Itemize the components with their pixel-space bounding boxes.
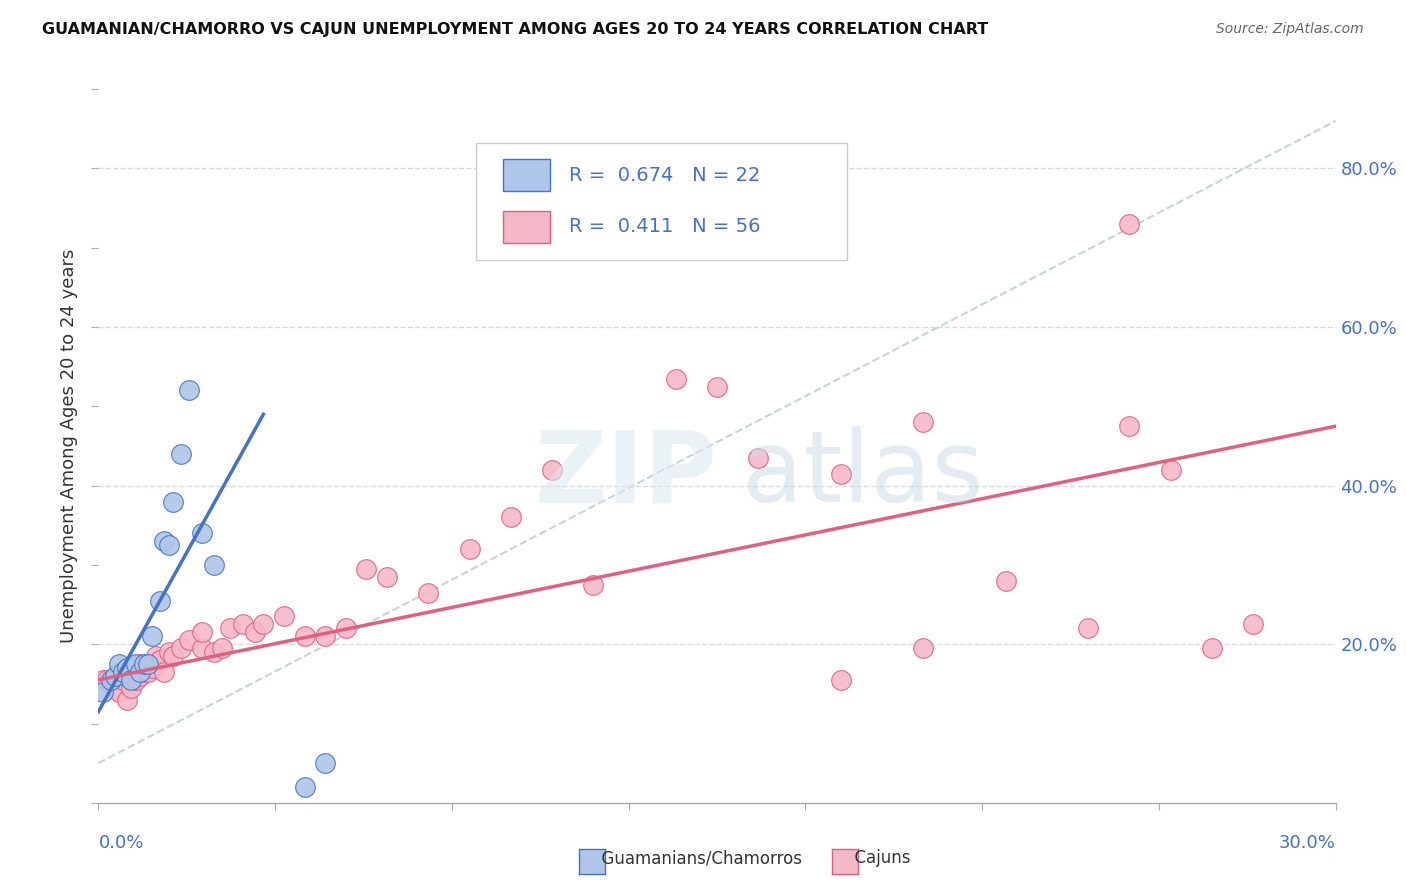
Point [273, 609, 295, 624]
Point [190, 641, 212, 656]
Point [157, 645, 180, 659]
Point [124, 657, 146, 671]
Point [499, 510, 522, 524]
Point [108, 665, 131, 679]
Point [202, 558, 225, 572]
Point [232, 617, 254, 632]
Point [117, 661, 139, 675]
Point [128, 669, 150, 683]
Point [149, 653, 172, 667]
Point [170, 447, 193, 461]
Point [100, 677, 122, 691]
Point [665, 371, 688, 385]
Point [356, 562, 378, 576]
Point [157, 538, 180, 552]
Point [219, 621, 242, 635]
FancyBboxPatch shape [503, 211, 550, 243]
Point [128, 657, 150, 671]
Point [153, 665, 176, 679]
Text: R =  0.674   N = 22: R = 0.674 N = 22 [568, 166, 761, 185]
Point [128, 665, 150, 679]
Point [136, 665, 159, 679]
Point [179, 384, 201, 398]
Point [91, 673, 114, 687]
Point [1077, 621, 1099, 635]
Point [149, 593, 172, 607]
Text: 30.0%: 30.0% [1279, 834, 1336, 852]
Point [1118, 419, 1140, 434]
Point [190, 625, 212, 640]
Point [179, 633, 201, 648]
Point [132, 657, 155, 671]
Point [104, 669, 127, 683]
Point [170, 641, 193, 656]
Point [458, 542, 481, 557]
Point [117, 692, 139, 706]
Point [120, 661, 142, 675]
Point [202, 645, 225, 659]
Point [141, 629, 163, 643]
Point [1160, 463, 1182, 477]
Point [141, 661, 163, 675]
Point [108, 657, 131, 671]
Text: R =  0.411   N = 56: R = 0.411 N = 56 [568, 218, 761, 236]
Point [162, 649, 184, 664]
Point [96, 673, 118, 687]
Point [294, 780, 316, 794]
Point [912, 641, 935, 656]
Text: atlas: atlas [742, 426, 983, 523]
Point [830, 467, 852, 481]
Text: Source: ZipAtlas.com: Source: ZipAtlas.com [1216, 22, 1364, 37]
Point [314, 756, 336, 771]
Point [162, 494, 184, 508]
Point [994, 574, 1017, 588]
Point [145, 649, 167, 664]
FancyBboxPatch shape [475, 143, 846, 260]
Point [112, 673, 135, 687]
Point [541, 463, 564, 477]
Point [1201, 641, 1223, 656]
Point [252, 617, 274, 632]
Point [582, 578, 605, 592]
Point [120, 673, 142, 687]
Point [243, 625, 266, 640]
Point [190, 526, 212, 541]
Text: Guamanians/Chamorros: Guamanians/Chamorros [591, 849, 801, 867]
Point [136, 657, 159, 671]
Text: 0.0%: 0.0% [98, 834, 143, 852]
Point [124, 673, 146, 687]
Point [112, 665, 135, 679]
Point [706, 379, 728, 393]
Text: Cajuns: Cajuns [844, 849, 910, 867]
Point [335, 621, 357, 635]
Point [91, 685, 114, 699]
Point [375, 570, 398, 584]
Point [132, 665, 155, 679]
Point [830, 673, 852, 687]
Point [314, 629, 336, 643]
Point [108, 685, 131, 699]
Point [1241, 617, 1264, 632]
Text: ZIP: ZIP [534, 426, 717, 523]
Point [912, 415, 935, 429]
Point [294, 629, 316, 643]
Text: GUAMANIAN/CHAMORRO VS CAJUN UNEMPLOYMENT AMONG AGES 20 TO 24 YEARS CORRELATION C: GUAMANIAN/CHAMORRO VS CAJUN UNEMPLOYMENT… [42, 22, 988, 37]
Point [211, 641, 233, 656]
Point [100, 673, 122, 687]
FancyBboxPatch shape [503, 159, 550, 191]
Point [120, 681, 142, 695]
Point [1118, 217, 1140, 231]
Point [153, 534, 176, 549]
Point [747, 450, 769, 465]
Point [418, 585, 440, 599]
Y-axis label: Unemployment Among Ages 20 to 24 years: Unemployment Among Ages 20 to 24 years [59, 249, 77, 643]
Point [104, 681, 127, 695]
